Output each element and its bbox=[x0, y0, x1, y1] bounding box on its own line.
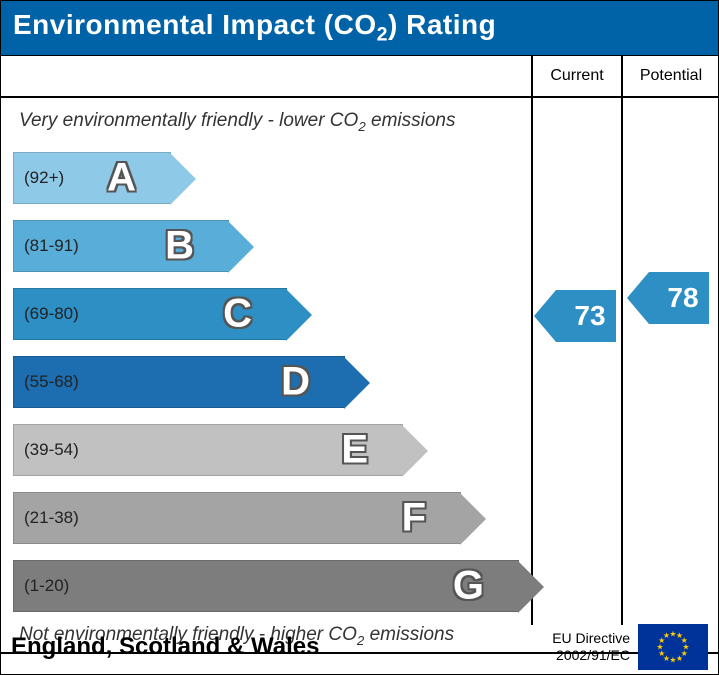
chart-area: Current Potential Very environmentally f… bbox=[1, 55, 718, 625]
directive-line-2: 2002/91/EC bbox=[552, 647, 630, 664]
band-bar: (21-38) F bbox=[13, 492, 461, 544]
column-header-current: Current bbox=[531, 56, 621, 96]
footer-region: England, Scotland & Wales bbox=[11, 633, 552, 661]
band-range-label: (55-68) bbox=[14, 372, 79, 392]
band-d: (55-68) D bbox=[13, 356, 371, 408]
band-arrow-icon bbox=[460, 493, 486, 545]
band-range-label: (69-80) bbox=[14, 304, 79, 324]
band-range-label: (39-54) bbox=[14, 440, 79, 460]
band-letter: G bbox=[453, 563, 484, 608]
band-arrow-icon bbox=[228, 221, 254, 273]
eu-flag-icon: ★★★★★★★★★★★★ bbox=[638, 624, 708, 670]
band-b: (81-91) B bbox=[13, 220, 255, 272]
band-f: (21-38) F bbox=[13, 492, 487, 544]
title-sub: 2 bbox=[377, 24, 388, 46]
band-letter: F bbox=[402, 495, 426, 540]
band-bar: (81-91) B bbox=[13, 220, 229, 272]
band-a: (92+) A bbox=[13, 152, 197, 204]
band-letter: D bbox=[281, 359, 310, 404]
eu-star-ring: ★★★★★★★★★★★★ bbox=[657, 631, 689, 663]
band-arrow-icon bbox=[402, 425, 428, 477]
eu-star-icon: ★ bbox=[676, 654, 683, 663]
band-c: (69-80) C bbox=[13, 288, 313, 340]
band-arrow-icon bbox=[518, 561, 544, 613]
band-g: (1-20) G bbox=[13, 560, 545, 612]
column-header-row: Current Potential bbox=[1, 56, 718, 96]
band-range-label: (81-91) bbox=[14, 236, 79, 256]
header-divider bbox=[1, 96, 718, 98]
caption-top: Very environmentally friendly - lower CO… bbox=[15, 104, 459, 140]
column-header-potential: Potential bbox=[621, 56, 719, 96]
pointer-arrow-icon bbox=[627, 272, 649, 324]
pointer-arrow-icon bbox=[534, 290, 556, 342]
band-bar: (55-68) D bbox=[13, 356, 345, 408]
band-letter: A bbox=[107, 155, 136, 200]
footer-directive: EU Directive 2002/91/EC bbox=[552, 630, 630, 664]
band-bar: (39-54) E bbox=[13, 424, 403, 476]
eu-star-icon: ★ bbox=[669, 656, 676, 665]
title-text-1: Environmental Impact (CO bbox=[13, 9, 377, 40]
band-letter: E bbox=[341, 427, 368, 472]
band-range-label: (92+) bbox=[14, 168, 64, 188]
band-arrow-icon bbox=[344, 357, 370, 409]
band-arrow-icon bbox=[170, 153, 196, 205]
footer: England, Scotland & Wales EU Directive 2… bbox=[1, 620, 718, 674]
band-bar: (1-20) G bbox=[13, 560, 519, 612]
directive-line-1: EU Directive bbox=[552, 630, 630, 647]
rating-pointer-potential: 78 bbox=[649, 272, 709, 324]
band-bar: (69-80) C bbox=[13, 288, 287, 340]
band-letter: C bbox=[223, 291, 252, 336]
band-letter: B bbox=[165, 223, 194, 268]
band-range-label: (1-20) bbox=[14, 576, 69, 596]
column-divider-2 bbox=[621, 96, 623, 625]
rating-pointer-current: 73 bbox=[556, 290, 616, 342]
title-bar: Environmental Impact (CO2) Rating bbox=[1, 1, 718, 55]
eu-star-icon: ★ bbox=[663, 631, 670, 640]
band-arrow-icon bbox=[286, 289, 312, 341]
band-bar: (92+) A bbox=[13, 152, 171, 204]
title-text-2: ) Rating bbox=[388, 9, 496, 40]
column-divider-1 bbox=[531, 96, 533, 625]
rating-chart: Environmental Impact (CO2) Rating Curren… bbox=[0, 0, 719, 675]
band-e: (39-54) E bbox=[13, 424, 429, 476]
band-range-label: (21-38) bbox=[14, 508, 79, 528]
